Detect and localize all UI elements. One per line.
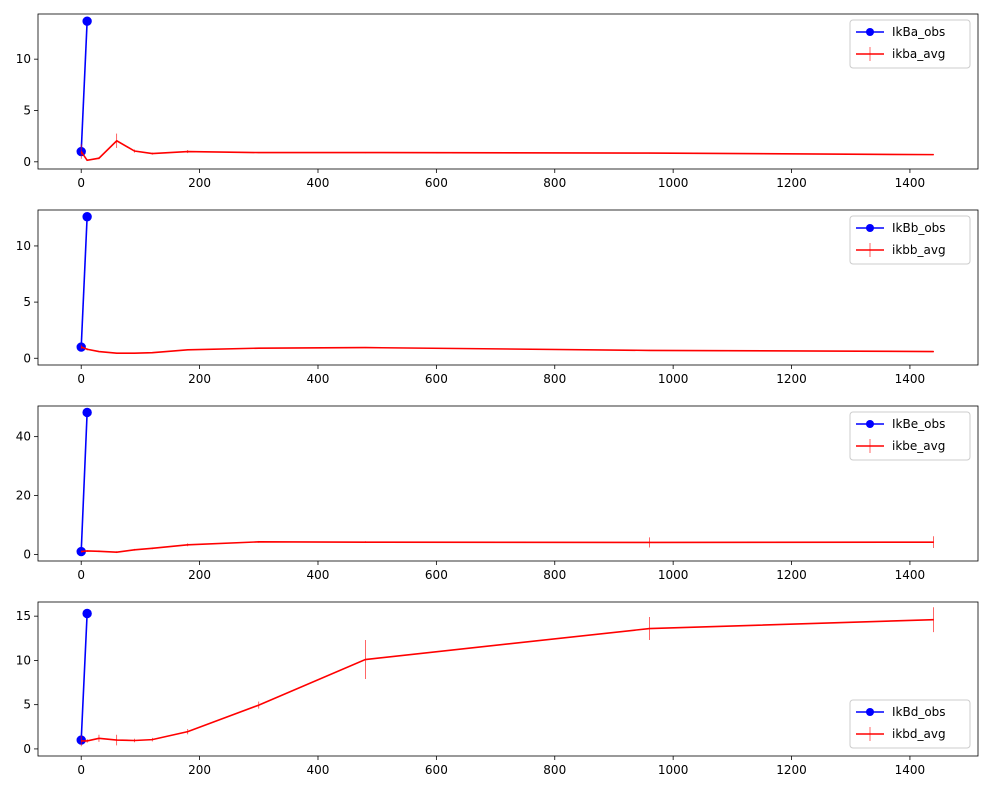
y-tick-label: 0 — [23, 742, 31, 756]
x-tick-label: 200 — [188, 176, 211, 190]
x-tick-label: 800 — [543, 372, 566, 386]
legend-label-IkBb_obs: IkBb_obs — [892, 221, 946, 235]
plot-area — [38, 210, 978, 365]
y-tick-label: 40 — [16, 430, 31, 444]
legend-marker-IkBe_obs — [866, 420, 874, 428]
data-point-IkBd_obs — [82, 608, 92, 619]
data-point-IkBb_obs — [82, 212, 92, 222]
legend-label-ikbb_avg: ikbb_avg — [892, 243, 946, 257]
series-line-IkBa_obs — [80, 21, 88, 152]
y-tick-label: 5 — [23, 295, 31, 309]
plot-area — [38, 14, 978, 169]
series-line-IkBe_obs — [80, 412, 88, 552]
x-tick-label: 1200 — [776, 176, 807, 190]
x-tick-label: 1000 — [658, 176, 689, 190]
x-tick-label: 800 — [543, 176, 566, 190]
legend: IkBa_obs ikba_avg — [849, 19, 971, 69]
x-tick-label: 0 — [77, 176, 85, 190]
series-line-IkBd_obs — [80, 613, 88, 741]
x-tick-label: 1400 — [895, 763, 926, 777]
legend: IkBe_obs ikbe_avg — [849, 411, 971, 461]
subplot-4: 0 200 400 600 800 1000 1200 1400 0 5 10 15 IkBd_obsi… — [16, 601, 979, 777]
x-tick-label: 1000 — [658, 763, 689, 777]
subplot-1: 0 200 400 600 800 1000 1200 1400 0 5 10 IkBa_obsikb… — [16, 13, 979, 190]
legend-label-ikbd_avg: ikbd_avg — [892, 727, 946, 741]
plot-area — [38, 602, 978, 756]
x-tick-label: 600 — [425, 763, 448, 777]
x-tick-label: 600 — [425, 568, 448, 582]
x-tick-label: 200 — [188, 568, 211, 582]
series-group — [76, 607, 934, 747]
x-tick-label: 1400 — [895, 176, 926, 190]
legend-label-IkBd_obs: IkBd_obs — [892, 705, 946, 719]
x-tick-label: 1000 — [658, 568, 689, 582]
legend-marker-IkBb_obs — [866, 224, 874, 232]
series-line-IkBb_obs — [80, 216, 88, 348]
x-tick-label: 400 — [307, 763, 330, 777]
y-tick-label: 10 — [16, 52, 31, 66]
x-tick-label: 400 — [307, 372, 330, 386]
axes-frame — [37, 601, 979, 757]
x-tick-label: 1400 — [895, 568, 926, 582]
legend: IkBd_obs ikbd_avg — [849, 699, 971, 749]
x-tick-label: 600 — [425, 176, 448, 190]
x-tick-label: 800 — [543, 763, 566, 777]
y-tick-label: 0 — [23, 155, 31, 169]
legend-label-ikba_avg: ikba_avg — [892, 47, 945, 61]
subplot-2: 0 200 400 600 800 1000 1200 1400 0 5 10 IkBb_obsikb… — [16, 209, 979, 386]
legend-marker-IkBd_obs — [866, 708, 874, 716]
y-tick-label: 10 — [16, 653, 31, 667]
x-tick-label: 800 — [543, 568, 566, 582]
x-tick-label: 400 — [307, 176, 330, 190]
y-tick-label: 5 — [23, 103, 31, 117]
series-group — [76, 16, 934, 162]
x-tick-label: 1400 — [895, 372, 926, 386]
series-group — [76, 407, 934, 557]
data-point-IkBa_obs — [82, 16, 92, 26]
y-tick-label: 5 — [23, 698, 31, 712]
series-group — [76, 212, 934, 355]
plot-area — [38, 406, 978, 561]
data-point-IkBe_obs — [82, 407, 92, 418]
legend-label-ikbe_avg: ikbe_avg — [892, 439, 945, 453]
axes-frame — [37, 405, 979, 562]
x-tick-label: 200 — [188, 372, 211, 386]
legend: IkBb_obs ikbb_avg — [849, 215, 971, 265]
x-tick-label: 200 — [188, 763, 211, 777]
axes-frame — [37, 13, 979, 170]
y-tick-label: 0 — [23, 548, 31, 562]
y-tick-label: 20 — [16, 489, 31, 503]
y-tick-label: 10 — [16, 239, 31, 253]
legend-label-IkBe_obs: IkBe_obs — [892, 417, 945, 431]
subplot-3: 0 200 400 600 800 1000 1200 1400 0 20 40 IkBe_obsik… — [16, 405, 979, 582]
x-tick-label: 0 — [77, 763, 85, 777]
x-tick-label: 1200 — [776, 372, 807, 386]
x-tick-label: 0 — [77, 568, 85, 582]
x-tick-label: 1200 — [776, 763, 807, 777]
y-tick-label: 0 — [23, 351, 31, 365]
x-tick-label: 1000 — [658, 372, 689, 386]
x-tick-label: 1200 — [776, 568, 807, 582]
legend-marker-IkBa_obs — [866, 28, 874, 36]
legend-label-IkBa_obs: IkBa_obs — [892, 25, 945, 39]
x-tick-label: 0 — [77, 372, 85, 386]
axes-frame — [37, 209, 979, 366]
y-tick-label: 15 — [16, 609, 31, 623]
x-tick-label: 600 — [425, 372, 448, 386]
x-tick-label: 400 — [307, 568, 330, 582]
